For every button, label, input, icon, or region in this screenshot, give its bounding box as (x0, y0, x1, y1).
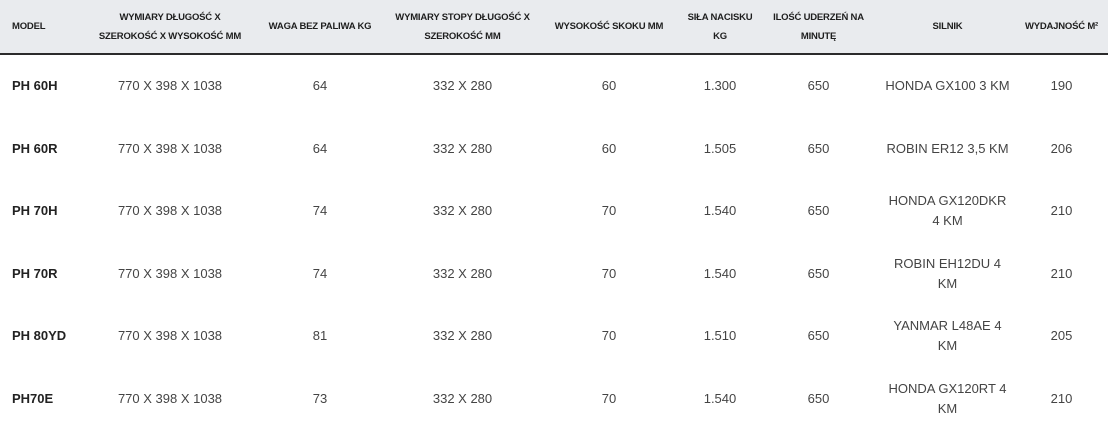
header-row: MODEL WYMIARY DŁUGOŚĆ X SZEROKOŚĆ X WYSOK… (0, 0, 1108, 55)
table-cell: 650 (807, 265, 830, 281)
table-cell: 770 X 398 X 1038 (117, 328, 223, 344)
table-cell: 210 (1050, 390, 1073, 406)
model-cell: PH 60R (12, 140, 58, 156)
table-cell: 770 X 398 X 1038 (117, 140, 223, 156)
table-cell: 70 (601, 203, 617, 219)
model-cell: PH70E (12, 390, 54, 406)
table-cell: HONDA GX120DKR 4 KM (888, 193, 1007, 229)
table-cell: 190 (1050, 78, 1073, 94)
table-cell: 650 (807, 390, 830, 406)
model-cell: PH 60H (12, 78, 58, 94)
table-row: PH70E 770 X 398 X 1038 73 332 X 280 70 1.540 6… (0, 368, 1108, 431)
table-cell: 650 (807, 203, 830, 219)
table-cell: 70 (601, 390, 617, 406)
table-cell: 70 (601, 328, 617, 344)
column-header: SIŁA NACISKU KG (683, 0, 757, 55)
table-cell: 70 (601, 265, 617, 281)
table-cell: HONDA GX100 3 KM (885, 78, 1010, 94)
column-header: WAGA BEZ PALIWA KG (250, 0, 390, 55)
table-cell: 770 X 398 X 1038 (117, 390, 223, 406)
table-row: PH 70R 770 X 398 X 1038 74 332 X 280 70 1.540… (0, 243, 1108, 306)
table-cell: 1.540 (703, 390, 737, 406)
table-cell: 74 (312, 203, 328, 219)
table-cell: 770 X 398 X 1038 (117, 203, 223, 219)
table-cell: 650 (807, 140, 830, 156)
table-cell: 210 (1050, 265, 1073, 281)
table-cell: 206 (1050, 140, 1073, 156)
table-cell: 1.505 (703, 140, 737, 156)
table-cell: 332 X 280 (432, 140, 493, 156)
column-header: MODEL (0, 0, 90, 55)
table-cell: 74 (312, 265, 328, 281)
column-header: WYMIARY STOPY DŁUGOŚĆ X SZEROKOŚĆ MM (390, 0, 535, 55)
table-cell: ROBIN EH12DU 4 KM (894, 255, 1001, 291)
column-header: WYSOKOŚĆ SKOKU MM (535, 0, 683, 55)
table-cell: 1.540 (703, 265, 737, 281)
table-cell: 770 X 398 X 1038 (117, 265, 223, 281)
model-cell: PH 70H (12, 203, 58, 219)
table-cell: 1.510 (703, 328, 737, 344)
table-cell: 64 (312, 140, 328, 156)
table-cell: HONDA GX120RT 4 KM (888, 380, 1007, 416)
table-cell: 770 X 398 X 1038 (117, 78, 223, 94)
table-row: PH 60H 770 X 398 X 1038 64 332 X 280 60 1.300… (0, 54, 1108, 118)
table-row: PH 80YD 770 X 398 X 1038 81 332 X 280 70 1.51… (0, 305, 1108, 368)
table-cell: 650 (807, 328, 830, 344)
table-cell: 60 (601, 140, 617, 156)
table-cell: YANMAR L48AE 4 KM (893, 318, 1002, 354)
column-header: SILNIK (880, 0, 1015, 55)
table-cell: 332 X 280 (432, 203, 493, 219)
table-cell: 205 (1050, 328, 1073, 344)
table-cell: 332 X 280 (432, 328, 493, 344)
table-cell: 81 (312, 328, 328, 344)
table-cell: 64 (312, 78, 328, 94)
table-row: PH 60R 770 X 398 X 1038 64 332 X 280 60 1.505… (0, 118, 1108, 181)
table-cell: 1.300 (703, 78, 737, 94)
table-cell: 73 (312, 390, 328, 406)
column-header: WYMIARY DŁUGOŚĆ X SZEROKOŚĆ X WYSOKOŚĆ M… (90, 0, 250, 55)
table-cell: 650 (807, 78, 830, 94)
table-cell: 210 (1050, 203, 1073, 219)
table-cell: 60 (601, 78, 617, 94)
table-cell: ROBIN ER12 3,5 KM (886, 140, 1009, 156)
table-row: PH 70H 770 X 398 X 1038 74 332 X 280 70 1.540… (0, 180, 1108, 243)
table-cell: 332 X 280 (432, 265, 493, 281)
table-cell: 1.540 (703, 203, 737, 219)
table-cell: 332 X 280 (432, 390, 493, 406)
model-cell: PH 70R (12, 265, 58, 281)
column-header: ILOŚĆ UDERZEŃ NA MINUTĘ (757, 0, 880, 55)
column-header: WYDAJNOŚĆ M² (1015, 0, 1108, 55)
model-cell: PH 80YD (12, 328, 67, 344)
table-cell: 332 X 280 (432, 78, 493, 94)
